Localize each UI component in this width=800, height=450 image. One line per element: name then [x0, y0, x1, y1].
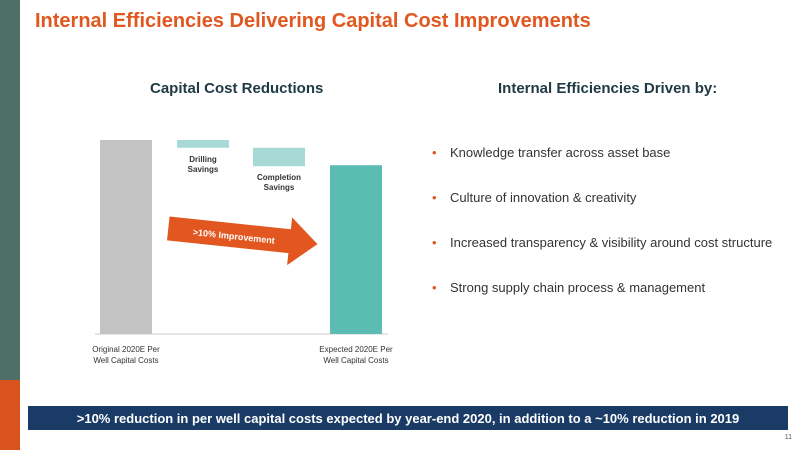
bullet-text: Increased transparency & visibility arou…: [450, 235, 773, 250]
list-item: • Increased transparency & visibility aro…: [432, 235, 772, 252]
list-item: • Knowledge transfer across asset base: [432, 145, 772, 162]
bullet-text: Culture of innovation & creativity: [450, 190, 637, 205]
arrow-shape: [167, 216, 318, 266]
right-panel-title: Internal Efficiencies Driven by:: [498, 80, 718, 97]
category-label: Savings: [188, 165, 219, 174]
category-label: Well Capital Costs: [323, 356, 388, 365]
list-item: • Culture of innovation & creativity: [432, 190, 772, 207]
bullet-icon: •: [432, 190, 437, 205]
banner-text: >10% reduction in per well capital costs…: [76, 410, 740, 426]
category-label: Expected 2020E Per: [319, 345, 393, 354]
category-label: Savings: [264, 183, 295, 192]
bar-2: [177, 140, 229, 148]
slide-title: Internal Efficiencies Delivering Capital…: [35, 10, 591, 32]
side-bar: [0, 0, 20, 380]
side-accent: [0, 380, 20, 450]
bullet-text: Strong supply chain process & management: [450, 280, 706, 295]
improvement-arrow: >10% Improvement: [167, 216, 318, 266]
category-label: Original 2020E Per: [92, 345, 160, 354]
category-label: Completion: [257, 173, 301, 182]
bullet-icon: •: [432, 235, 437, 250]
chart-title: Capital Cost Reductions: [150, 80, 324, 97]
category-label: Well Capital Costs: [93, 356, 158, 365]
bar-3: [253, 147, 305, 167]
bullet-text: Knowledge transfer across asset base: [450, 145, 671, 160]
page-number: 11: [784, 434, 792, 441]
bar-4: [330, 165, 382, 334]
bullet-icon: •: [432, 280, 437, 295]
list-item: • Strong supply chain process & managemen…: [432, 280, 772, 297]
category-label: Drilling: [189, 155, 217, 164]
bullet-icon: •: [432, 145, 437, 160]
bar-1: [100, 140, 152, 334]
efficiency-list: • Knowledge transfer across asset base • C…: [432, 145, 772, 325]
summary-banner: >10% reduction in per well capital costs…: [28, 406, 788, 430]
